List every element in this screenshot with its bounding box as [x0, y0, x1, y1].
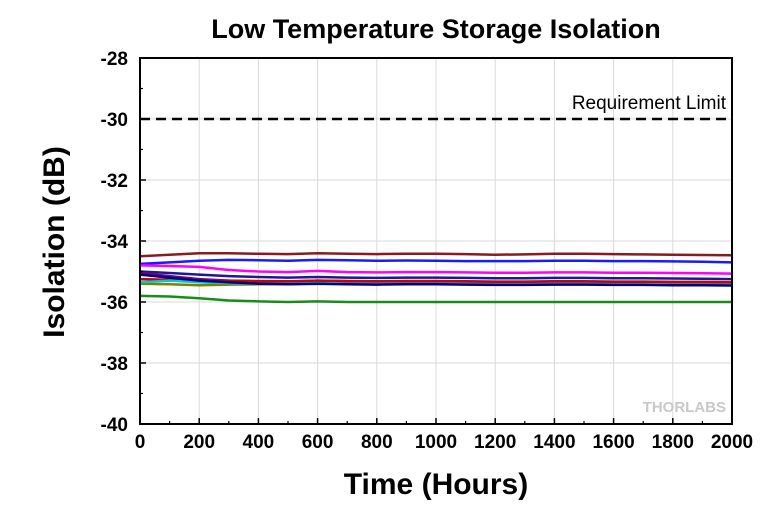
y-tick-label-5: -38: [101, 354, 128, 375]
x-tick-label-0: 0: [135, 432, 146, 453]
requirement-limit: Requirement Limit: [140, 93, 732, 121]
x-tick-label-7: 1400: [533, 432, 575, 453]
x-tick-label-10: 2000: [711, 432, 753, 453]
y-axis-label: Isolation (dB): [38, 146, 71, 338]
x-tick-label-5: 1000: [415, 432, 457, 453]
series-line-6: [139, 277, 733, 284]
x-tick-label-6: 1200: [474, 432, 516, 453]
x-tick-label-2: 400: [243, 432, 275, 453]
y-tick-label-0: -28: [101, 49, 128, 70]
y-tick-label-1: -30: [101, 110, 128, 131]
requirement-limit-label: Requirement Limit: [572, 93, 727, 114]
y-tick-label-3: -34: [101, 232, 129, 253]
thorlabs-watermark: THORLABS: [643, 399, 726, 416]
x-tick-label-4: 800: [361, 432, 393, 453]
x-axis-label: Time (Hours): [344, 468, 528, 501]
series-group: [139, 251, 733, 304]
x-tick-label-9: 1800: [652, 432, 694, 453]
x-tick-label-1: 200: [183, 432, 215, 453]
series-line-10: [139, 294, 732, 304]
y-tick-label-6: -40: [101, 415, 128, 436]
series-line-3: [139, 264, 733, 275]
series-line-2: [139, 258, 733, 266]
x-tick-label-8: 1600: [592, 432, 634, 453]
chart-title: Low Temperature Storage Isolation: [211, 14, 661, 44]
y-tick-label-4: -36: [101, 293, 128, 314]
series-line-1: [139, 251, 733, 258]
y-tick-label-2: -32: [101, 171, 128, 192]
axis-ticks: 0 200 400 600 800 1000 1200 1400 1600 1800 2000 -28…: [101, 49, 754, 453]
series-line-4: [139, 270, 733, 281]
x-tick-label-3: 600: [302, 432, 334, 453]
series-line-9: [139, 273, 733, 287]
